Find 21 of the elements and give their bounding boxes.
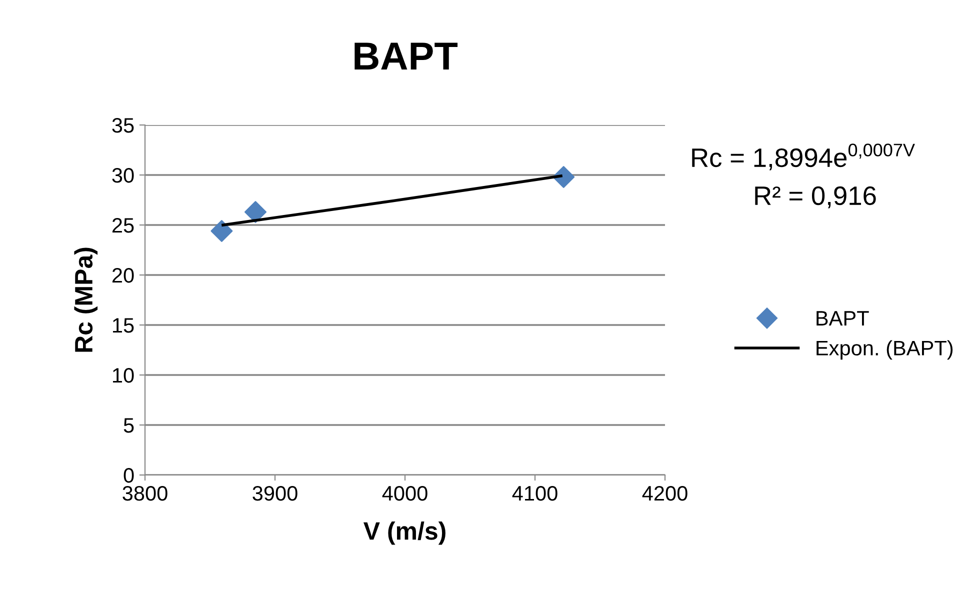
x-tick-label: 4200 <box>642 486 688 501</box>
y-tick-label: 10 <box>113 368 134 383</box>
x-tick-label: 3800 <box>122 486 168 501</box>
x-axis-title: V (m/s) <box>364 522 446 545</box>
y-tick-label: 15 <box>113 318 134 333</box>
y-tick-label: 20 <box>112 268 134 283</box>
point <box>244 201 266 223</box>
y-tick-label: 35 <box>112 118 134 133</box>
x-tick-label: 3900 <box>252 486 298 501</box>
y-tick-label: 30 <box>112 168 134 183</box>
y-axis-title: Rc (MPa) <box>74 248 98 352</box>
legend-label: BAPT <box>816 311 869 326</box>
x-tick-label: 4000 <box>382 486 428 501</box>
x-tick-label: 4100 <box>512 486 558 501</box>
y-tick-label: 0 <box>124 468 134 483</box>
text: R² = 0,916 <box>755 186 876 208</box>
y-tick-label: 25 <box>112 218 134 233</box>
legend-label: Expon. (BAPT) <box>816 340 953 360</box>
y-tick-label: 5 <box>124 418 134 433</box>
point <box>210 220 233 242</box>
chart-title: BAPT <box>354 42 458 70</box>
